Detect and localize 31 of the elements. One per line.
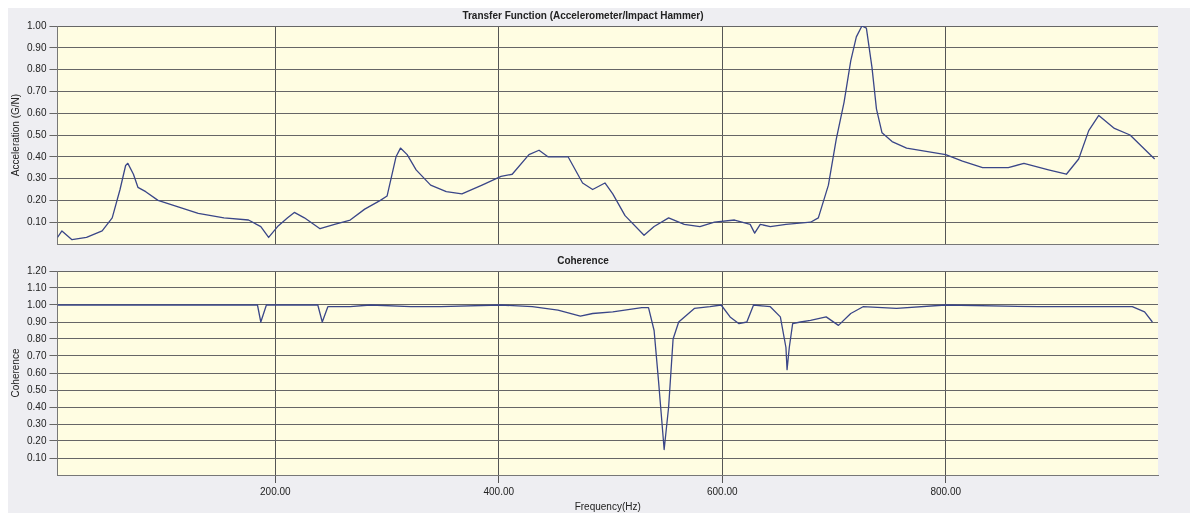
y-tick-label: 0.70 bbox=[26, 85, 47, 97]
x-tick-label: 200.00 bbox=[260, 485, 292, 497]
y-tick-label: 1.20 bbox=[26, 264, 47, 276]
y-tick-label: 0.40 bbox=[26, 400, 47, 412]
y-tick-label: 0.70 bbox=[26, 349, 47, 361]
y-tick-label: 0.80 bbox=[26, 63, 47, 75]
y-axis-title: Coherence bbox=[9, 348, 21, 398]
y-tick-label: 0.20 bbox=[26, 434, 47, 446]
y-tick-label: 0.40 bbox=[26, 150, 47, 162]
x-axis-title: Frequency(Hz) bbox=[574, 500, 641, 512]
y-tick-label: 1.00 bbox=[26, 19, 47, 31]
y-tick-label: 0.10 bbox=[26, 451, 47, 463]
x-tick-label: 600.00 bbox=[706, 485, 738, 497]
x-tick-label: 800.00 bbox=[930, 485, 962, 497]
chart-title: Transfer Function (Accelerometer/Impact Hammer) bbox=[462, 9, 704, 21]
y-tick-label: 0.60 bbox=[26, 366, 47, 378]
y-tick-label: 0.30 bbox=[26, 172, 47, 184]
y-tick-label: 0.80 bbox=[26, 332, 47, 344]
y-tick-label: 0.10 bbox=[26, 215, 47, 227]
y-tick-label: 1.00 bbox=[26, 298, 47, 310]
y-tick-label: 0.90 bbox=[26, 41, 47, 53]
y-tick-label: 0.90 bbox=[26, 315, 47, 327]
y-tick-label: 0.60 bbox=[26, 106, 47, 118]
y-tick-label: 0.20 bbox=[26, 194, 47, 206]
y-axis-title: Acceleration (G/N) bbox=[9, 93, 21, 177]
y-tick-label: 0.50 bbox=[26, 383, 47, 395]
y-tick-label: 0.50 bbox=[26, 128, 47, 140]
chart-title: Coherence bbox=[557, 254, 610, 266]
x-tick-label: 400.00 bbox=[483, 485, 515, 497]
y-tick-label: 1.10 bbox=[26, 281, 47, 293]
y-tick-label: 0.30 bbox=[26, 417, 47, 429]
